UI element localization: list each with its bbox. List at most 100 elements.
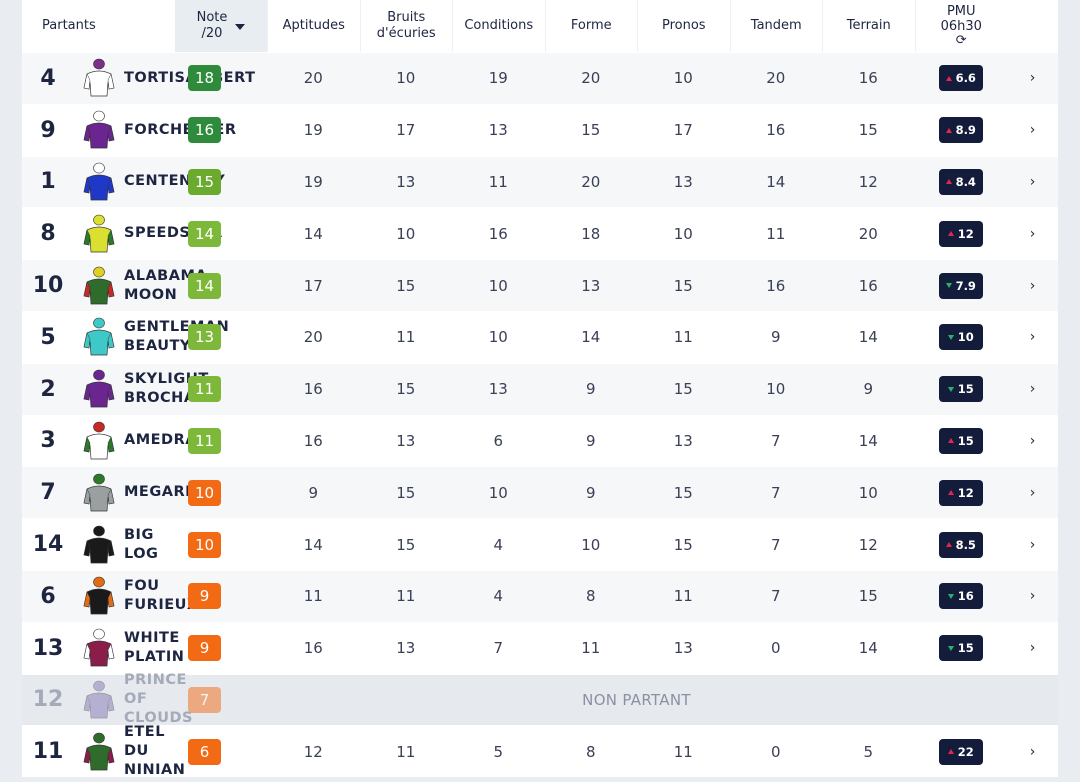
table-row[interactable]: 7 MEGARRY 10 9 15 10 9 15 7 10 12 › <box>22 466 1058 519</box>
runner-name[interactable]: FOU FURIEUX <box>124 578 199 614</box>
pmu-odds-value: 15 <box>957 433 974 448</box>
score-tandem: 16 <box>766 276 786 295</box>
score-conditions: 4 <box>493 587 504 606</box>
chevron-right-icon[interactable]: › <box>1029 173 1036 190</box>
chevron-right-icon[interactable]: › <box>1029 225 1036 242</box>
pmu-odds-badge[interactable]: 10 <box>938 324 983 351</box>
chevron-right-icon[interactable]: › <box>1029 329 1036 346</box>
chevron-right-icon[interactable]: › <box>1029 122 1036 139</box>
pmu-odds-badge[interactable]: 7.9 <box>938 272 983 299</box>
jockey-silk-icon <box>74 108 124 152</box>
runner-number: 8 <box>40 221 56 247</box>
score-tandem: 7 <box>770 483 781 502</box>
pmu-cell: 15 <box>915 635 1008 662</box>
pmu-odds-badge[interactable]: 8.9 <box>938 117 983 144</box>
table-row[interactable]: 5 GENTLEMAN BEAUTY 13 20 11 10 14 11 9 14 10 › <box>22 310 1058 363</box>
header-aptitudes[interactable]: Aptitudes <box>267 0 360 52</box>
header-conditions[interactable]: Conditions <box>452 0 545 52</box>
header-pmu[interactable]: PMU 06h30 ⟳ <box>914 0 1008 52</box>
pmu-odds-badge[interactable]: 16 <box>938 583 983 610</box>
pmu-odds-badge[interactable]: 15 <box>938 427 983 454</box>
score-tandem: 7 <box>770 431 781 450</box>
score-conditions: 19 <box>488 69 508 88</box>
chevron-right-icon[interactable]: › <box>1029 484 1036 501</box>
score-aptitudes: 14 <box>303 535 323 554</box>
runner-name[interactable]: ALABAMA MOON <box>124 267 208 303</box>
pmu-odds-badge[interactable]: 8.5 <box>938 531 983 558</box>
pmu-odds-badge[interactable]: 8.4 <box>938 168 983 195</box>
trend-up-icon <box>947 438 954 444</box>
table-row[interactable]: 4TORTISAMBERT18201019201020166.6› <box>22 52 1058 104</box>
trend-down-icon <box>947 645 954 651</box>
jockey-silk-icon <box>74 367 124 411</box>
header-terrain[interactable]: Terrain <box>822 0 915 52</box>
runner-name[interactable]: PRINCE OF CLOUDS <box>124 672 193 727</box>
pmu-odds-badge[interactable]: 22 <box>938 738 983 765</box>
pmu-odds-badge[interactable]: 15 <box>938 376 983 403</box>
score-conditions: 13 <box>488 121 508 140</box>
header-tandem[interactable]: Tandem <box>729 0 823 52</box>
pmu-odds-badge[interactable]: 15 <box>938 635 983 662</box>
header-forme[interactable]: Forme <box>544 0 638 52</box>
note-badge: 15 <box>188 168 221 195</box>
score-terrain: 14 <box>858 639 878 658</box>
chevron-right-icon[interactable]: › <box>1029 381 1036 398</box>
trend-up-icon <box>947 231 954 237</box>
pmu-odds-badge[interactable]: 12 <box>938 220 983 247</box>
non-partant-label: NON PARTANT <box>582 690 691 709</box>
table-row[interactable]: 2 SKYLIGHT BROCHARD 11 16 15 13 9 15 10 9 15 › <box>22 362 1058 415</box>
score-terrain: 16 <box>858 276 878 295</box>
refresh-icon[interactable]: ⟳ <box>955 33 967 48</box>
score-conditions: 6 <box>493 431 504 450</box>
runner-name[interactable]: WHITE PLATIN <box>124 630 185 666</box>
table-row[interactable]: 13 WHITE PLATIN 9 16 13 7 11 13 0 14 15 › <box>22 621 1058 674</box>
table-row[interactable]: 8 SPEEDSTER 14 14 10 16 18 10 11 20 12 › <box>22 207 1058 260</box>
table-row[interactable]: 11 ETEL DU NINIAN 6 12 11 5 8 11 0 5 22 › <box>22 724 1058 779</box>
table-header: Partants Note /20 Aptitudes Bruits d'écu… <box>22 0 1058 52</box>
chevron-right-icon[interactable]: › <box>1029 70 1036 87</box>
table-row[interactable]: 1 CENTENARY 15 19 13 11 20 13 14 12 8.4 › <box>22 155 1058 208</box>
runner-number: 14 <box>32 532 64 558</box>
score-forme: 18 <box>581 224 601 243</box>
table-row[interactable]: 14 BIG LOG 10 14 15 4 10 15 7 12 8.5 › <box>22 518 1058 570</box>
chevron-right-icon[interactable]: › <box>1029 277 1036 294</box>
chevron-right-icon[interactable]: › <box>1029 432 1036 449</box>
runner-name[interactable]: BIG LOG <box>124 526 159 562</box>
score-aptitudes: 9 <box>308 483 319 502</box>
score-terrain: 12 <box>858 535 878 554</box>
chevron-right-icon[interactable]: › <box>1029 536 1036 553</box>
note-badge: 10 <box>188 479 221 506</box>
table-row[interactable]: 9 FORCHESTER 16 19 17 13 15 17 16 15 8.9 › <box>22 103 1058 156</box>
score-terrain: 14 <box>858 431 878 450</box>
header-pronos[interactable]: Pronos <box>637 0 730 52</box>
note-cell: 10 <box>188 479 267 506</box>
runner-name[interactable]: ETEL DU NINIAN <box>124 724 186 779</box>
pmu-odds-badge[interactable]: 6.6 <box>938 65 983 92</box>
jockey-silk-icon <box>74 626 124 670</box>
jockey-silk-icon <box>74 264 124 308</box>
runner-name[interactable]: MEGARRY <box>124 484 207 501</box>
header-note-sort[interactable]: Note /20 <box>175 0 267 52</box>
pmu-odds-badge[interactable]: 12 <box>938 479 983 506</box>
score-forme: 10 <box>581 535 601 554</box>
header-partants[interactable]: Partants <box>42 18 96 33</box>
table-row[interactable]: 10 ALABAMA MOON 14 17 15 10 13 15 16 16 7.9 › <box>22 259 1058 311</box>
runner-number: 5 <box>40 324 56 350</box>
note-cell: 14 <box>188 272 267 299</box>
pmu-odds-value: 16 <box>957 589 974 604</box>
header-bruits-ecuries[interactable]: Bruits d'écuries <box>359 0 453 52</box>
note-cell: 9 <box>188 635 267 662</box>
note-cell: 13 <box>188 324 267 351</box>
table-row[interactable]: 6 FOU FURIEUX 9 11 11 4 8 11 7 15 16 › <box>22 569 1058 622</box>
chevron-right-icon[interactable]: › <box>1029 743 1036 760</box>
chevron-right-icon[interactable]: › <box>1029 588 1036 605</box>
runner-name[interactable]: AMEDRAS <box>124 432 208 449</box>
header-note-label: Note /20 <box>196 10 228 41</box>
score-pronos: 15 <box>673 276 693 295</box>
score-forme: 11 <box>581 639 601 658</box>
pmu-cell: 10 <box>915 324 1008 351</box>
score-tandem: 11 <box>766 224 786 243</box>
chevron-right-icon[interactable]: › <box>1029 640 1036 657</box>
table-row[interactable]: 3 AMEDRAS 11 16 13 6 9 13 7 14 15 › <box>22 414 1058 467</box>
table-row-nonrunner[interactable]: 12 PRINCE OF CLOUDS 7 NON PARTANT <box>22 672 1058 727</box>
